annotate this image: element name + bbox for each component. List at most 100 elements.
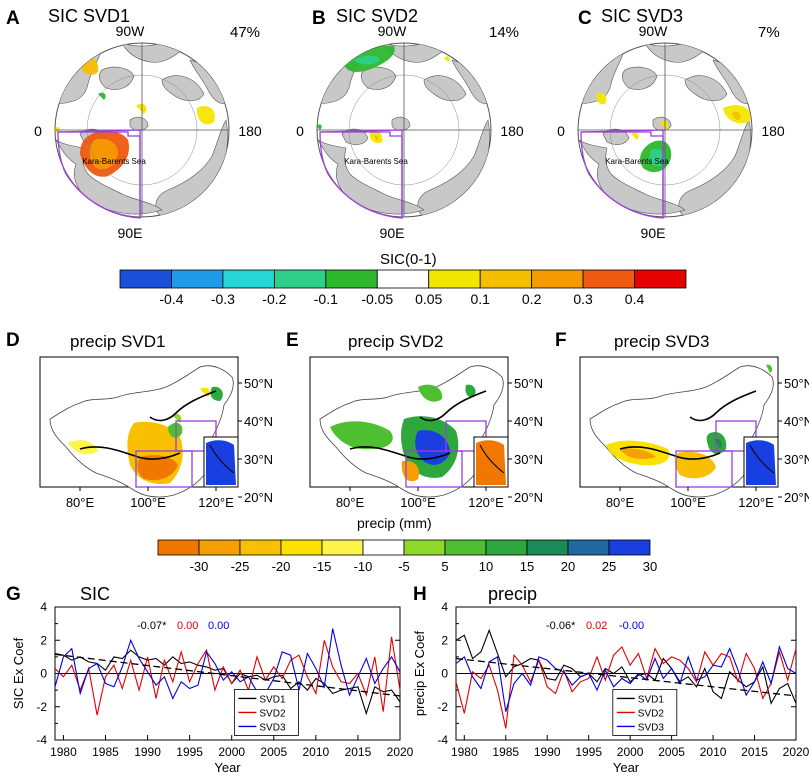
land-mass (578, 139, 686, 215)
sic-map-svd3: 90W 0 180 90E Kara-Barents Sea (557, 23, 785, 241)
x-tick-label: 2010 (700, 745, 727, 759)
precip-map-headers: D precip SVD1 E precip SVD2 F precip SVD… (6, 330, 709, 351)
study-box-north (715, 420, 757, 452)
lat-label: 20°N (784, 490, 809, 505)
sic-anomaly-patch (136, 103, 147, 114)
inset-coast (479, 444, 505, 474)
land-mass (121, 43, 183, 63)
precip-tick-label: -30 (190, 559, 209, 574)
legend-label: SVD2 (638, 708, 665, 719)
kara-barents-box-edge (319, 129, 403, 216)
kara-barents-box (57, 131, 141, 219)
panel-letter-f: F (555, 330, 567, 351)
trend-value-label: -0.07* (137, 620, 167, 632)
legend-label: SVD3 (259, 722, 286, 733)
precip-tick-label: -25 (231, 559, 250, 574)
sic-colorbar-title: SIC(0-1) (380, 251, 437, 268)
x-tick-label: 1990 (134, 745, 161, 759)
lat-label: 40°N (784, 414, 809, 429)
sic-map-title-1: SIC SVD1 (48, 6, 130, 26)
study-box-south (675, 450, 733, 488)
precip-anomaly-patch (465, 384, 476, 398)
x-tick-label: 2015 (741, 745, 768, 759)
sic-tick-label: 0.05 (415, 291, 442, 307)
y-tick-label: 4 (441, 600, 448, 614)
land-mass (129, 116, 149, 131)
sic-swatch (119, 269, 172, 289)
inset-coast (749, 444, 775, 474)
study-box-south (405, 450, 463, 488)
kara-barents-box-edge (57, 129, 141, 216)
lat-label: 40°N (244, 414, 273, 429)
sic-map-pct-3: 7% (758, 24, 780, 41)
precip-map-title-3: precip SVD3 (614, 332, 709, 351)
land-mass (644, 43, 706, 63)
precip-tick-label: -5 (398, 559, 410, 574)
lon-label-180: 180 (500, 123, 524, 139)
precip-tick-label: 20 (561, 559, 575, 574)
panel-letter-e: E (286, 330, 299, 351)
trend-value-label: -0.00 (619, 620, 644, 632)
sic-tick-label: 0.4 (625, 291, 645, 307)
inset-coast (209, 444, 235, 474)
river-line (349, 446, 451, 460)
y-tick-label: -2 (36, 700, 47, 714)
x-tick-label: 1990 (534, 745, 561, 759)
precip-swatch (321, 539, 364, 556)
trend-value-label: -0.06* (546, 620, 576, 632)
sic-anomaly-patch (317, 124, 322, 130)
x-axis-label: Year (214, 760, 241, 775)
sic-swatch (222, 269, 275, 289)
region-label: Kara-Barents Sea (344, 157, 408, 166)
sic-anomaly-patch (649, 148, 666, 167)
sic-map-pct-1: 47% (230, 24, 260, 41)
precip-anomaly-patch (68, 440, 98, 455)
x-tick-label: 2005 (658, 745, 685, 759)
sic-tick-label: -0.3 (211, 291, 235, 307)
sic-swatch (376, 269, 430, 289)
precip-swatch (157, 539, 200, 556)
lon-label-90e: 90E (641, 225, 666, 241)
x-tick-label: 1980 (451, 745, 478, 759)
sic-tick-label: 0.3 (573, 291, 593, 307)
x-axis-label: Year (613, 760, 640, 775)
river-line (689, 390, 757, 422)
lon-label-180: 180 (761, 123, 785, 139)
sic-swatch (634, 269, 687, 289)
precip-swatch (239, 539, 282, 556)
precip-swatch (444, 539, 487, 556)
y-tick-label: -4 (36, 733, 47, 747)
lat-label: 30°N (244, 452, 273, 467)
sic-anomaly-patch (631, 132, 639, 140)
legend-label: SVD1 (638, 694, 665, 705)
lon-label: 80°E (336, 495, 365, 510)
lat-label: 50°N (784, 376, 809, 391)
panel-letter-a: A (6, 8, 20, 29)
sic-tick-label: 0.2 (522, 291, 542, 307)
sic-swatch (325, 269, 378, 289)
trend-line (455, 657, 797, 697)
land-mass (423, 75, 467, 102)
precip-anomaly-patch (210, 386, 223, 401)
series-line-svd2 (455, 645, 797, 729)
lon-label-0: 0 (557, 123, 565, 139)
legend-label: SVD1 (259, 694, 286, 705)
sic-anomaly-patch (374, 135, 379, 141)
precip-colorbar-title: precip (mm) (357, 515, 432, 531)
china-outline (589, 365, 774, 498)
land-mass (391, 116, 411, 131)
trend-value-label: 0.00 (177, 620, 198, 632)
lon-label: 120°E (738, 495, 774, 510)
sic-swatch (582, 269, 635, 289)
legend-label: SVD3 (638, 722, 665, 733)
precip-swatch (198, 539, 241, 556)
x-tick-label: 2020 (783, 745, 809, 759)
lon-label-90w: 90W (639, 23, 669, 39)
y-tick-label: 0 (441, 667, 448, 681)
x-tick-label: 2015 (345, 745, 372, 759)
chart-title-sic: SIC (80, 584, 110, 604)
precip-swatch (567, 539, 610, 556)
inset-map (743, 436, 779, 488)
kara-barents-box (319, 131, 403, 219)
